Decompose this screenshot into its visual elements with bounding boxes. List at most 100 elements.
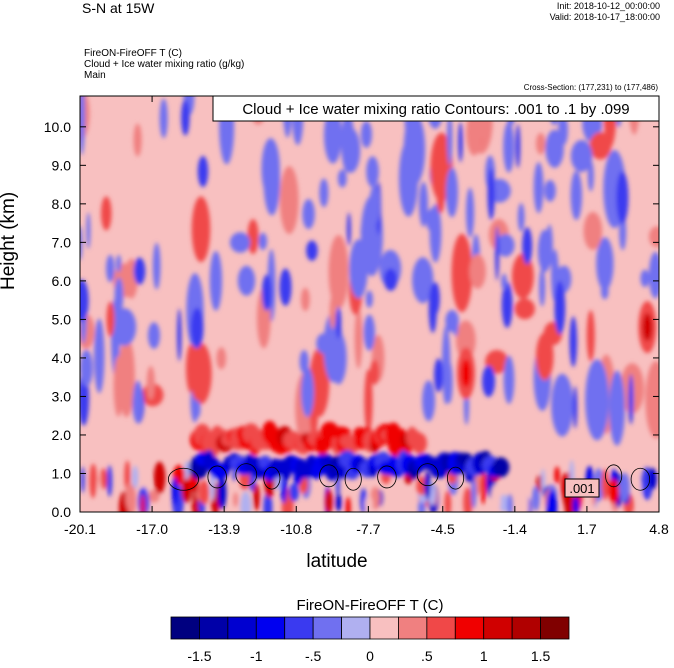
cross-section-label: Cross-Section: (177,231) to (177,486) <box>523 83 658 92</box>
x-axis-title: latitude <box>306 551 368 572</box>
field-cell <box>325 489 333 512</box>
field-cell <box>258 232 268 251</box>
field-cell <box>619 472 630 502</box>
field-cell <box>89 463 98 499</box>
field-cell <box>616 171 629 224</box>
field-cell <box>360 120 372 148</box>
field-line-2: Cloud + Ice water mixing ratio (g/kg) <box>84 59 245 70</box>
field-cell <box>471 476 477 509</box>
field-cell <box>328 235 349 309</box>
x-tick-label: 4.8 <box>649 521 669 537</box>
field-cell <box>329 294 336 330</box>
cloud-contours <box>167 463 651 491</box>
field-cell <box>116 254 122 273</box>
field-cell <box>596 237 614 291</box>
field-cell <box>445 361 453 404</box>
field-cell <box>209 250 223 311</box>
field-cell <box>522 227 533 265</box>
field-cell <box>133 257 146 285</box>
colorbar-swatch <box>227 616 257 640</box>
field-cell <box>364 369 373 434</box>
field-cell <box>106 301 115 337</box>
colorbar-swatch <box>540 616 570 640</box>
field-cell <box>159 98 168 139</box>
field-cell <box>369 184 381 225</box>
x-tick-label: -17.0 <box>136 521 168 537</box>
y-tick-label: 6.0 <box>52 273 72 289</box>
field-cell <box>445 167 459 218</box>
field-line-1: FireON-FireOFF T (C) <box>84 48 182 59</box>
field-cell <box>539 267 546 307</box>
field-cell <box>554 281 566 335</box>
field-cell <box>446 111 453 166</box>
field-cell <box>364 495 373 512</box>
field-cell <box>546 224 553 267</box>
field-cell <box>546 489 558 512</box>
field-cell <box>181 99 190 136</box>
field-cell <box>422 187 427 226</box>
field-cell <box>540 468 546 495</box>
field-cell <box>299 349 309 374</box>
cloud-contour <box>207 465 227 489</box>
field-cell <box>608 479 620 504</box>
field-cell <box>112 308 137 346</box>
field-cell <box>585 359 609 441</box>
field-cell <box>345 496 351 512</box>
chart-title: Cloud + Ice water mixing ratio Contours:… <box>242 101 629 118</box>
field-cell <box>469 254 486 289</box>
contour-label: .001 <box>569 481 594 496</box>
field-cell <box>146 365 155 401</box>
field-cell <box>648 251 659 299</box>
field-cell <box>507 493 513 512</box>
colorbar-swatch <box>199 616 229 640</box>
x-tick-label: -20.1 <box>64 521 96 537</box>
field-cell <box>600 282 609 300</box>
field-cell <box>401 173 414 198</box>
x-tick-label: -1.4 <box>503 521 527 537</box>
cloud-contour <box>167 467 199 491</box>
field-cell <box>463 487 473 512</box>
field-cell <box>572 496 580 512</box>
field-cell <box>237 265 256 296</box>
field-cell <box>171 477 178 506</box>
y-tick-label: 7.0 <box>52 234 72 250</box>
colorbar-label: -.5 <box>305 648 322 664</box>
field-cell <box>480 468 486 505</box>
colorbar-swatch <box>398 616 428 640</box>
field-line-3: Main <box>84 70 106 81</box>
y-tick-label: 5.0 <box>52 311 72 327</box>
feature-cool-band <box>492 457 510 478</box>
field-cell <box>428 284 437 333</box>
field-cell <box>498 494 510 512</box>
field-cell <box>148 489 160 503</box>
x-tick-label: -4.5 <box>431 521 455 537</box>
cloud-contour <box>446 466 465 490</box>
field-cell <box>370 359 380 385</box>
field-cell <box>216 347 227 370</box>
field-cell <box>458 121 463 163</box>
field-cell <box>554 466 560 484</box>
field-cell <box>496 233 515 257</box>
field-cell <box>514 298 535 320</box>
field-cell <box>289 482 300 502</box>
colorbar-label: -1.5 <box>187 648 211 664</box>
cloud-contour <box>605 464 623 488</box>
cloud-contour <box>377 465 397 489</box>
field-cell <box>412 257 434 304</box>
field-cell <box>569 316 578 368</box>
field-cell <box>302 199 315 230</box>
field-cell <box>279 268 292 306</box>
title-box: Cloud + Ice water mixing ratio Contours:… <box>212 95 660 122</box>
time-info: Init: 2018-10-12_00:00:00 Valid: 2018-10… <box>550 1 660 23</box>
field-cell <box>501 281 513 328</box>
colorbar-label: 1.5 <box>531 648 551 664</box>
field-cell <box>100 468 108 490</box>
field-cell <box>140 494 145 512</box>
field-cell <box>346 212 351 246</box>
colorbar-swatch <box>483 616 513 640</box>
field-cell <box>217 476 227 510</box>
field-cell <box>341 112 355 173</box>
field-cell <box>113 355 124 417</box>
field-cell <box>240 491 252 512</box>
y-tick-label: 4.0 <box>52 350 72 366</box>
